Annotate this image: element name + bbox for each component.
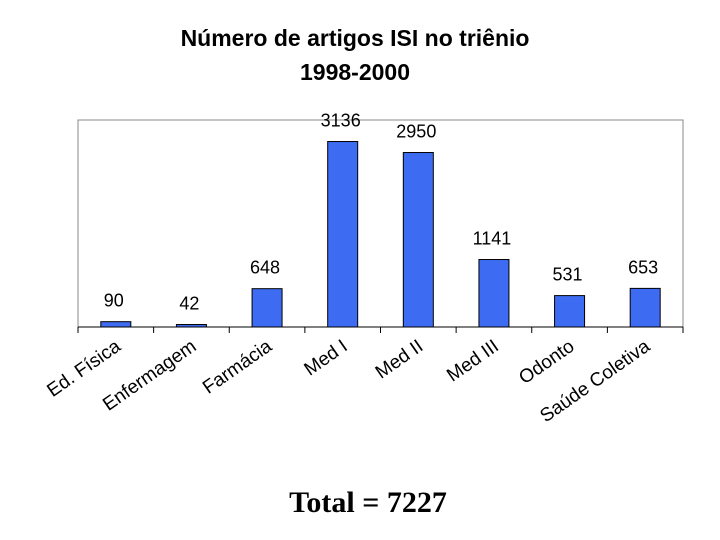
x-tick-label: Med II: [372, 336, 427, 383]
bar: [100, 321, 132, 328]
value-label: 42: [179, 294, 199, 314]
bar: [251, 288, 283, 328]
bar: [629, 287, 661, 328]
value-label: 1141: [473, 229, 512, 249]
chart-title: Número de artigos ISI no triênio: [181, 25, 530, 51]
value-label: 648: [250, 258, 280, 278]
bar: [554, 295, 586, 328]
value-label: 531: [553, 265, 583, 285]
value-label: 653: [628, 257, 658, 277]
bar: [478, 259, 510, 328]
bar: [327, 141, 359, 328]
value-label: 3136: [321, 111, 361, 131]
chart-subtitle: 1998-2000: [300, 59, 410, 85]
x-tick-label: Odonto: [515, 336, 578, 389]
total-annotation: Total = 7227: [289, 486, 447, 519]
plot-frame: [77, 119, 684, 328]
bar: [402, 152, 434, 328]
value-label: 90: [104, 291, 124, 311]
value-label: 2950: [396, 122, 436, 142]
x-tick-label: Med I: [301, 336, 352, 380]
bar: [175, 324, 207, 328]
x-tick-label: Med III: [443, 336, 503, 387]
x-tick-label: Farmácia: [199, 336, 276, 399]
